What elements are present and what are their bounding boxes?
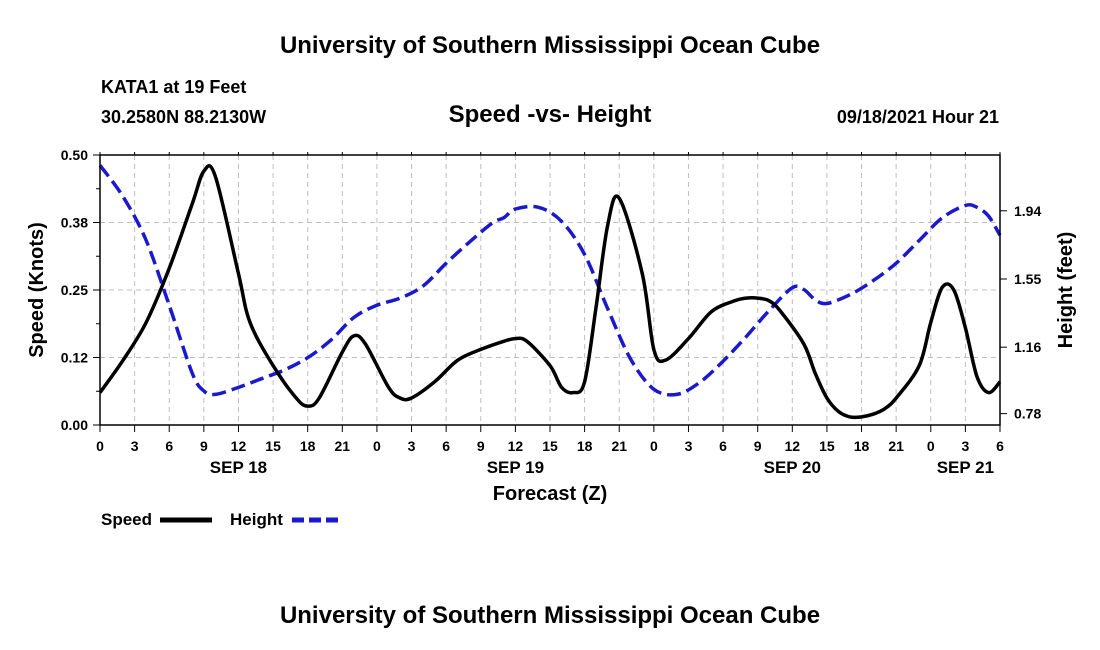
y-right-tick-label: 1.94 <box>1014 203 1041 219</box>
y-right-tick-label: 0.78 <box>1014 406 1041 422</box>
day-label: SEP 20 <box>764 458 821 477</box>
y-left-tick-label: 0.25 <box>61 282 88 298</box>
y-left-tick-label: 0.50 <box>61 147 88 163</box>
x-tick-label: 0 <box>96 438 104 454</box>
x-tick-label: 18 <box>300 438 316 454</box>
y-left-tick-label: 0.00 <box>61 417 88 433</box>
x-tick-label: 3 <box>961 438 969 454</box>
axis-ticks: 0 3 6 9 12 15 18 21 0 3 6 9 12 15 18 21 0 3 6 9 12 15 18 21 0 3 6S… <box>61 147 1042 477</box>
x-tick-label: 12 <box>231 438 247 454</box>
x-tick-label: 3 <box>685 438 693 454</box>
x-tick-label: 0 <box>927 438 935 454</box>
x-tick-label: 15 <box>542 438 558 454</box>
x-tick-label: 9 <box>200 438 208 454</box>
x-tick-label: 0 <box>373 438 381 454</box>
x-tick-label: 3 <box>131 438 139 454</box>
x-tick-label: 15 <box>819 438 835 454</box>
legend-height-label: Height <box>230 510 283 529</box>
y-axis-right-label: Height (feet) <box>1055 232 1077 349</box>
y-left-tick-label: 0.38 <box>61 215 88 231</box>
series-line-speed <box>98 164 1002 420</box>
x-tick-label: 21 <box>335 438 351 454</box>
x-axis-label: Forecast (Z) <box>493 483 607 505</box>
day-label: SEP 19 <box>487 458 544 477</box>
page-title-top: University of Southern Mississippi Ocean… <box>279 32 821 59</box>
x-tick-label: 18 <box>854 438 870 454</box>
x-tick-label: 15 <box>265 438 281 454</box>
station-label: KATA1 at 19 Feet <box>101 77 247 97</box>
x-tick-label: 6 <box>996 438 1004 454</box>
y-left-tick-label: 0.12 <box>61 350 88 366</box>
x-tick-label: 6 <box>719 438 727 454</box>
series-layer <box>98 164 1002 420</box>
x-tick-label: 9 <box>477 438 485 454</box>
x-tick-label: 0 <box>650 438 658 454</box>
x-tick-label: 6 <box>442 438 450 454</box>
grid-lines <box>100 155 1000 425</box>
x-tick-label: 9 <box>754 438 762 454</box>
x-tick-label: 21 <box>611 438 627 454</box>
speed-height-chart: 0 3 6 9 12 15 18 21 0 3 6 9 12 15 18 21 0 3 6 9 12 15 18 21 0 3 6S… <box>26 147 1077 529</box>
x-tick-label: 12 <box>508 438 524 454</box>
x-tick-label: 12 <box>785 438 801 454</box>
datetime-label: 09/18/2021 Hour 21 <box>836 107 999 127</box>
day-label: SEP 18 <box>210 458 267 477</box>
series-line-height <box>98 164 1002 397</box>
y-right-tick-label: 1.16 <box>1014 339 1041 355</box>
y-axis-left-label: Speed (Knots) <box>26 222 48 358</box>
legend-speed-label: Speed <box>101 510 152 529</box>
y-right-tick-label: 1.55 <box>1014 271 1041 287</box>
day-label: SEP 21 <box>937 458 994 477</box>
x-tick-label: 3 <box>408 438 416 454</box>
chart-subtitle: Speed -vs- Height <box>448 101 652 128</box>
coords-label: 30.2580N 88.2130W <box>101 107 267 127</box>
legend: Speed Height <box>101 510 342 529</box>
page-title-bottom: University of Southern Mississippi Ocean… <box>279 602 821 629</box>
x-tick-label: 18 <box>577 438 593 454</box>
x-tick-label: 21 <box>888 438 904 454</box>
x-tick-label: 6 <box>165 438 173 454</box>
